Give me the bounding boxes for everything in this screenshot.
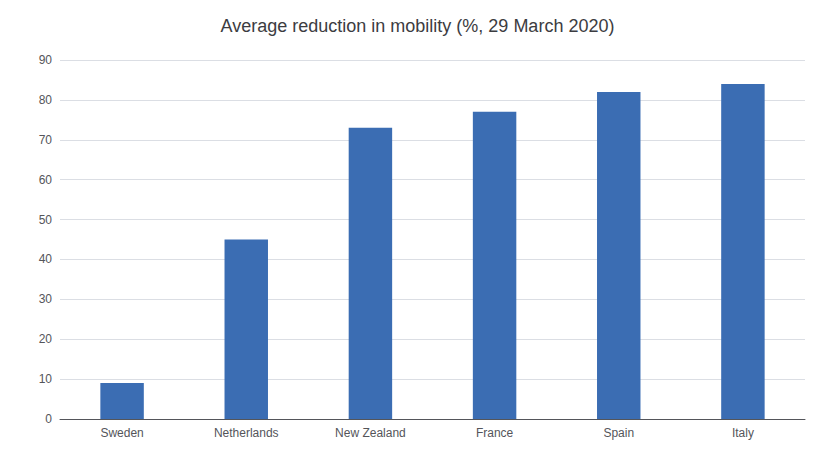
- svg-text:80: 80: [39, 93, 53, 107]
- svg-text:Spain: Spain: [603, 426, 634, 440]
- svg-text:10: 10: [39, 372, 53, 386]
- svg-text:60: 60: [39, 173, 53, 187]
- svg-text:0: 0: [45, 412, 52, 426]
- svg-text:20: 20: [39, 332, 53, 346]
- svg-text:France: France: [476, 426, 514, 440]
- svg-text:30: 30: [39, 292, 53, 306]
- svg-text:70: 70: [39, 133, 53, 147]
- svg-text:New Zealand: New Zealand: [335, 426, 406, 440]
- svg-text:90: 90: [39, 53, 53, 67]
- svg-text:40: 40: [39, 252, 53, 266]
- svg-text:50: 50: [39, 213, 53, 227]
- svg-text:Netherlands: Netherlands: [214, 426, 279, 440]
- svg-text:Average reduction in mobility: Average reduction in mobility (%, 29 Mar…: [221, 16, 615, 36]
- svg-text:Sweden: Sweden: [100, 426, 143, 440]
- svg-text:Italy: Italy: [732, 426, 754, 440]
